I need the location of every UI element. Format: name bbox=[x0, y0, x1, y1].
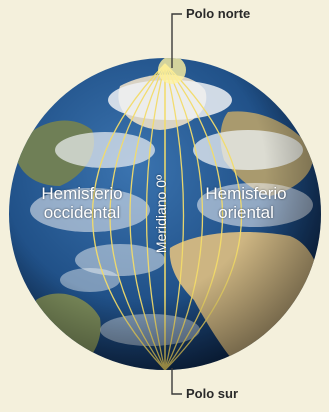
western-hemisphere-line1: Hemisferio bbox=[41, 184, 123, 203]
north-pole-leader bbox=[171, 13, 182, 68]
eastern-hemisphere-line1: Hemisferio bbox=[205, 184, 287, 203]
eastern-hemisphere-line2: oriental bbox=[218, 203, 274, 222]
south-pole-leader bbox=[171, 368, 182, 395]
south-pole-label: Polo sur bbox=[186, 386, 239, 401]
western-hemisphere-line2: occidental bbox=[43, 203, 121, 222]
globe-shading bbox=[9, 58, 321, 370]
western-hemisphere-label: Hemisferio occidental bbox=[22, 184, 142, 222]
prime-meridian-label: Meridiano 0º bbox=[153, 174, 169, 254]
north-pole-label: Polo norte bbox=[186, 6, 251, 21]
eastern-hemisphere-label: Hemisferio oriental bbox=[186, 184, 306, 222]
